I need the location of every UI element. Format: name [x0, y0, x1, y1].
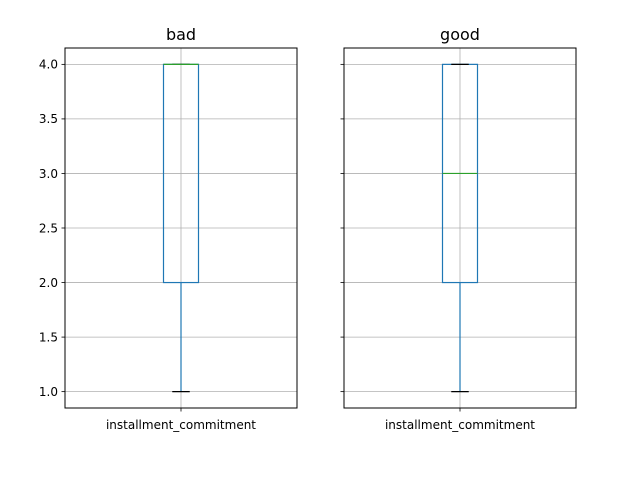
y-tick-label: 3.5: [39, 112, 58, 126]
subplot-title: bad: [166, 25, 196, 44]
y-tick-label: 3.0: [39, 167, 58, 181]
y-axis-ticks: 1.0 1.5 2.0 2.5 3.0 3.5 4.0: [39, 58, 182, 412]
subplot-title: good: [440, 25, 480, 44]
subplot-good: good installment_commitment: [340, 25, 577, 432]
y-axis-ticks: [340, 63, 461, 412]
y-tick-label: 1.5: [39, 330, 58, 344]
box-plot: [162, 63, 200, 393]
x-category-label: installment_commitment: [385, 418, 535, 432]
y-tick-label: 2.0: [39, 276, 58, 290]
x-category-label: installment_commitment: [106, 418, 256, 432]
y-tick-label: 4.0: [39, 58, 58, 72]
subplot-bad: 1.0 1.5 2.0 2.5 3.0 3.5 4.0 bad installment_co…: [39, 25, 298, 432]
y-tick-label: 2.5: [39, 221, 58, 235]
box-plot: [441, 63, 479, 393]
y-tick-label: 1.0: [39, 385, 58, 399]
